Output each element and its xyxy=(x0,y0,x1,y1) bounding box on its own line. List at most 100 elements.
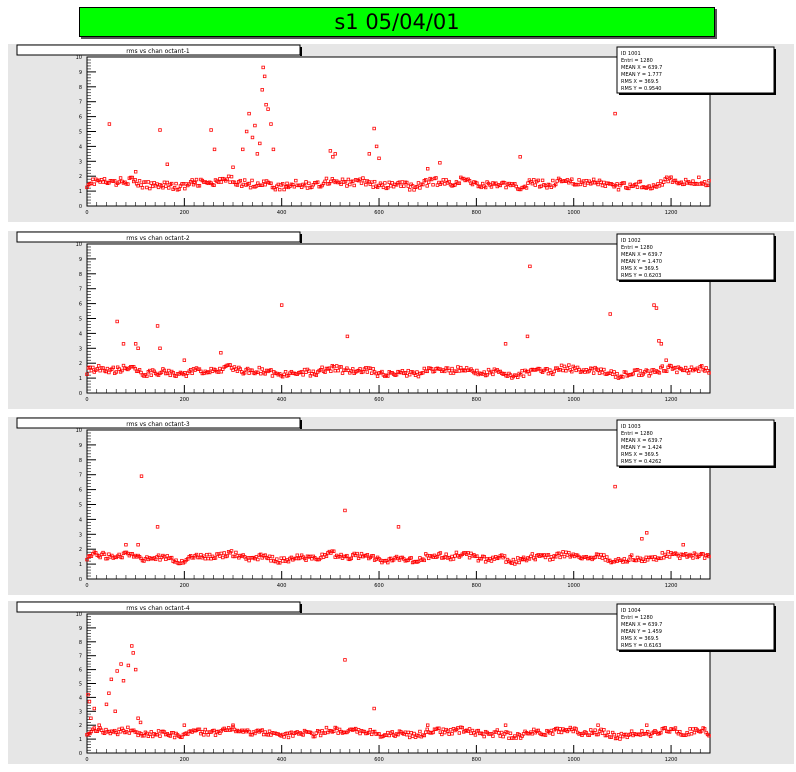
scatter-point xyxy=(700,364,704,368)
scatter-point xyxy=(241,147,245,152)
scatter-point xyxy=(304,558,308,562)
scatter-point xyxy=(250,178,254,183)
scatter-point xyxy=(368,727,372,732)
scatter-point xyxy=(168,373,172,378)
y-tick-label: 0 xyxy=(79,391,82,397)
scatter-point xyxy=(589,728,593,732)
scatter-point xyxy=(212,183,216,188)
title-box-shadow xyxy=(300,47,302,56)
stats-line: RMS Y = 0.4262 xyxy=(621,459,661,465)
scatter-point xyxy=(197,184,202,188)
y-tick-label: 0 xyxy=(79,204,82,210)
scatter-point xyxy=(228,363,232,367)
scatter-point xyxy=(155,525,160,529)
y-tick-label: 10 xyxy=(76,428,82,434)
scatter-point xyxy=(545,186,549,190)
scatter-point xyxy=(418,186,422,190)
scatter-point xyxy=(528,264,532,269)
scatter-point xyxy=(266,107,270,111)
scatter-point xyxy=(247,181,251,186)
scatter-point xyxy=(532,727,536,732)
stats-line: ID 1004 xyxy=(621,608,641,614)
scatter-point xyxy=(570,177,574,181)
scatter-point xyxy=(343,180,348,184)
scatter-point xyxy=(475,368,479,373)
scatter-point xyxy=(437,726,441,730)
y-tick-label: 9 xyxy=(79,70,82,76)
scatter-point xyxy=(482,554,486,559)
y-tick-label: 5 xyxy=(79,503,82,509)
scatter-point xyxy=(229,549,234,553)
y-tick-label: 8 xyxy=(79,85,82,91)
scatter-point xyxy=(359,181,364,185)
scatter-point xyxy=(355,551,359,556)
scatter-point xyxy=(517,560,521,565)
scatter-point xyxy=(343,508,347,513)
scatter-point xyxy=(669,175,673,179)
plot-pad-octant-3: 0 1 2 3 4 5 6 7 8 9 10 0 200 400 600 800 1000 1200 rms vs … xyxy=(8,417,794,595)
scatter-point xyxy=(683,552,688,556)
x-tick-label: 1200 xyxy=(665,210,678,216)
scatter-point xyxy=(282,556,286,560)
scatter-point xyxy=(460,725,464,730)
scatter-point xyxy=(421,182,425,187)
scatter-point xyxy=(621,375,625,379)
scatter-point xyxy=(396,525,401,529)
scatter-point xyxy=(209,128,213,132)
scatter-point xyxy=(167,186,171,190)
x-tick-label: 1000 xyxy=(567,583,580,589)
scatter-point xyxy=(107,691,111,695)
scatter-point xyxy=(359,551,364,556)
scatter-point xyxy=(426,723,430,727)
title-box-shadow xyxy=(300,604,302,613)
y-tick-label: 5 xyxy=(79,682,82,688)
scatter-point xyxy=(567,550,571,555)
scatter-point xyxy=(558,555,562,560)
scatter-point xyxy=(85,557,89,562)
plot-title: rms vs chan octant-2 xyxy=(126,235,190,242)
scatter-point xyxy=(602,367,606,372)
x-tick-label: 800 xyxy=(472,757,482,763)
scatter-point xyxy=(613,111,617,116)
scatter-point xyxy=(247,371,251,375)
scatter-point xyxy=(516,375,520,380)
scatter-point xyxy=(207,552,212,557)
scatter-point xyxy=(126,663,131,668)
scatter-point xyxy=(126,725,130,730)
scatter-point xyxy=(377,156,381,161)
y-tick-label: 4 xyxy=(79,695,82,701)
scatter-point xyxy=(137,179,142,183)
x-tick-label: 400 xyxy=(277,397,287,403)
scatter-point xyxy=(390,730,394,734)
scatter-point xyxy=(158,346,162,350)
scatter-point xyxy=(285,181,289,186)
scatter-point xyxy=(352,183,356,188)
scatter-point xyxy=(683,365,688,370)
x-tick-label: 600 xyxy=(374,397,384,403)
scatter-point xyxy=(612,732,616,737)
scatter-point xyxy=(260,88,264,92)
scatter-point xyxy=(133,170,138,174)
scatter-point xyxy=(438,161,442,165)
scatter-point xyxy=(318,733,323,738)
scatter-point xyxy=(583,183,587,187)
scatter-point xyxy=(247,729,251,734)
scatter-point xyxy=(629,729,634,733)
scatter-point xyxy=(485,373,489,377)
scatter-point xyxy=(514,736,518,740)
scatter-point xyxy=(596,182,600,187)
scatter-point xyxy=(165,162,170,166)
scatter-point xyxy=(278,561,282,565)
scatter-point xyxy=(571,729,575,734)
scatter-point xyxy=(525,334,530,339)
scatter-point xyxy=(331,155,335,159)
scatter-point xyxy=(593,728,597,732)
scatter-point xyxy=(130,644,134,648)
scatter-point xyxy=(663,726,667,730)
scatter-point xyxy=(148,186,152,191)
scatter-point xyxy=(683,177,688,182)
scatter-point xyxy=(97,723,101,727)
stats-line: RMS Y = 0.6163 xyxy=(621,643,661,649)
x-tick-label: 200 xyxy=(180,757,190,763)
scatter-point xyxy=(275,557,279,561)
